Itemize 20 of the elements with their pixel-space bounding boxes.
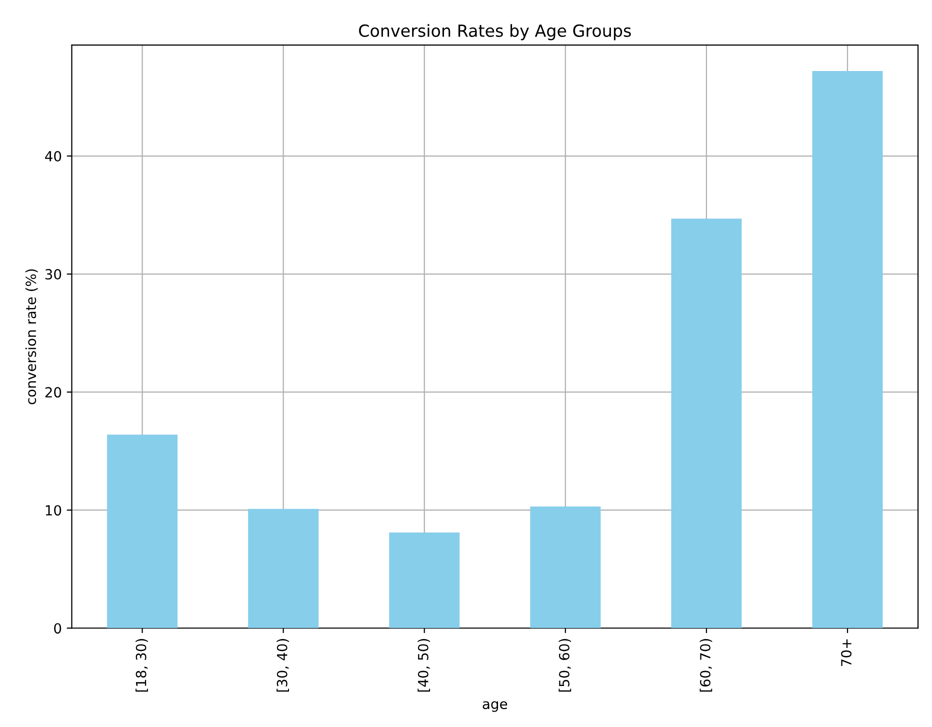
- bar: [671, 218, 742, 628]
- bar: [107, 434, 178, 628]
- bar: [812, 71, 883, 628]
- x-tick-label: [40, 50): [418, 639, 430, 692]
- y-tick-label: 40: [45, 150, 62, 162]
- x-axis-title: age: [482, 701, 508, 712]
- y-tick-label: 0: [54, 623, 62, 634]
- y-tick-label: 30: [45, 269, 62, 280]
- x-tick-label: [18, 30): [136, 639, 148, 692]
- bar: [389, 532, 460, 628]
- y-tick-label: 20: [45, 387, 62, 398]
- bar: [530, 506, 601, 628]
- y-tick-label: 10: [46, 505, 62, 516]
- x-tick-label: [30, 40): [276, 639, 289, 692]
- x-tick-label: 70+: [841, 639, 852, 666]
- x-tick-label: [60, 70): [700, 639, 712, 692]
- x-tick-label: [50, 60): [558, 639, 572, 692]
- bar: [248, 508, 319, 628]
- chart-title: Conversion Rates by Age Groups: [359, 24, 631, 40]
- y-axis-title: conversion rate (%): [25, 269, 38, 404]
